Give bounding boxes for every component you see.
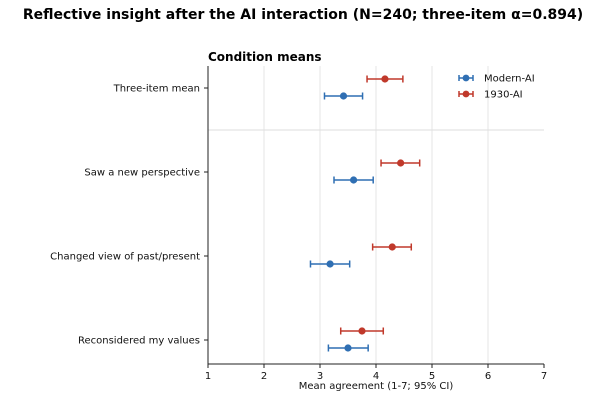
legend-label-0: Modern-AI [484, 74, 535, 85]
legend-marker-1 [462, 90, 470, 98]
point-0-2 [326, 260, 334, 268]
x-tick-label-6: 6 [485, 371, 491, 382]
category-labels: Three-item mean Saw a new perspective Chan… [50, 84, 200, 347]
point-1-0 [381, 75, 389, 83]
category-label-1: Saw a new perspective [84, 168, 200, 179]
x-tick-label-3: 3 [317, 371, 323, 382]
category-label-3: Reconsidered my values [78, 336, 200, 347]
legend-label-1: 1930-AI [484, 90, 523, 101]
data-marks [309, 75, 421, 352]
legend: Modern-AI 1930-AI [458, 74, 535, 101]
category-label-0: Three-item mean [113, 84, 200, 95]
legend-marker-0 [462, 74, 470, 82]
point-0-3 [344, 344, 352, 352]
x-tick-label-7: 7 [541, 371, 547, 382]
point-1-2 [388, 243, 396, 251]
chart-title: Reflective insight after the AI interact… [23, 7, 583, 23]
point-0-0 [339, 92, 348, 100]
x-tick-label-5: 5 [429, 371, 435, 382]
category-label-2: Changed view of past/present [50, 252, 200, 263]
point-1-1 [397, 159, 405, 167]
x-axis-label: Mean agreement (1-7; 95% CI) [299, 381, 454, 392]
grid-layer [263, 66, 489, 364]
x-tick-label-2: 2 [261, 371, 267, 382]
axis-layer: 1 2 3 4 5 6 7 [204, 66, 547, 382]
point-0-1 [350, 176, 358, 184]
x-tick-label-4: 4 [373, 371, 379, 382]
chart-subtitle: Condition means [208, 50, 322, 64]
point-1-3 [358, 327, 366, 335]
x-tick-label-1: 1 [205, 371, 211, 382]
